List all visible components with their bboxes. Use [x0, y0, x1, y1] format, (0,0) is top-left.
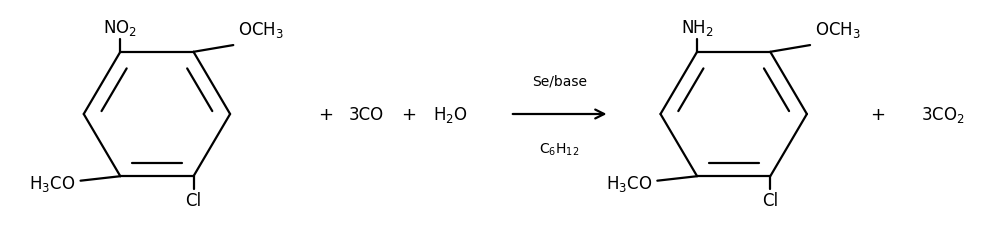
Text: NH$_2$: NH$_2$ — [681, 18, 713, 38]
Text: +: + — [318, 106, 333, 123]
Text: +: + — [870, 106, 885, 123]
Text: OCH$_3$: OCH$_3$ — [238, 20, 284, 40]
Text: 3CO$_2$: 3CO$_2$ — [921, 105, 964, 124]
Text: 3CO: 3CO — [348, 106, 383, 123]
Text: Cl: Cl — [762, 191, 778, 209]
Text: C$_6$H$_{12}$: C$_6$H$_{12}$ — [539, 141, 580, 158]
Text: H$_3$CO: H$_3$CO — [606, 173, 652, 193]
Text: Cl: Cl — [185, 191, 202, 209]
Text: H$_2$O: H$_2$O — [433, 105, 468, 124]
Text: H$_3$CO: H$_3$CO — [29, 173, 76, 193]
Text: NO$_2$: NO$_2$ — [103, 18, 137, 38]
Text: Se/base: Se/base — [532, 74, 587, 88]
Text: +: + — [401, 106, 416, 123]
Text: OCH$_3$: OCH$_3$ — [815, 20, 861, 40]
